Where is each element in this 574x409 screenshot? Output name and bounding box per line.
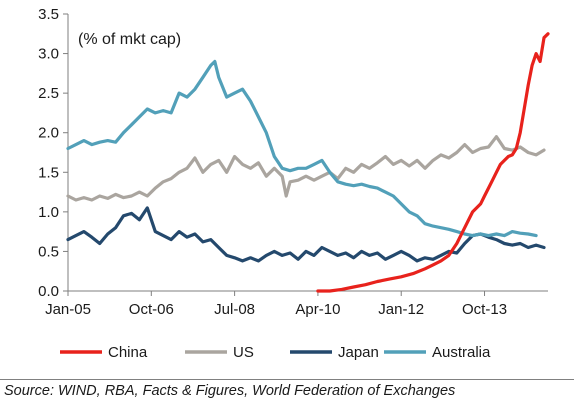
series-line-japan	[66, 206, 546, 263]
source-note: Source: WIND, RBA, Facts & Figures, Worl…	[4, 383, 456, 399]
x-tick-label: Jul-08	[214, 301, 255, 318]
x-axis: Jan-05 Oct-06 Jul-08 Apr-10 Jan-12 Oct-13	[45, 290, 548, 318]
y-unit-label: (% of mkt cap)	[78, 31, 181, 48]
y-tick-label: 1.5	[38, 164, 59, 181]
series-line-china	[316, 32, 550, 293]
y-tick-label: 1.0	[38, 204, 59, 221]
chart: 0.0 0.5 1.0 1.5 2.0 2.5 3.0 3.5 Jan-05 Oct-06 Jul…	[38, 6, 550, 361]
series-line-australia	[66, 59, 538, 238]
series-layer	[66, 32, 550, 293]
y-axis: 0.0 0.5 1.0 1.5 2.0 2.5 3.0 3.5	[38, 6, 69, 300]
legend-label-australia: Australia	[432, 344, 491, 361]
legend-label-us: US	[233, 344, 254, 361]
y-tick-label: 3.5	[38, 6, 59, 23]
x-tick-label: Apr-10	[295, 301, 340, 318]
legend-label-japan: Japan	[338, 344, 379, 361]
y-tick-label: 2.0	[38, 125, 59, 142]
x-tick-label: Jan-05	[45, 301, 91, 318]
legend: China US Japan Australia	[60, 344, 491, 361]
y-tick-label: 2.5	[38, 85, 59, 102]
y-tick-label: 3.0	[38, 46, 59, 63]
x-tick-label: Oct-13	[462, 301, 507, 318]
y-tick-label: 0.5	[38, 243, 59, 260]
series-line-us	[66, 135, 546, 202]
y-tick-label: 0.0	[38, 283, 59, 300]
source-divider	[0, 379, 574, 380]
legend-label-china: China	[108, 344, 148, 361]
x-tick-label: Jan-12	[378, 301, 424, 318]
x-tick-label: Oct-06	[129, 301, 174, 318]
